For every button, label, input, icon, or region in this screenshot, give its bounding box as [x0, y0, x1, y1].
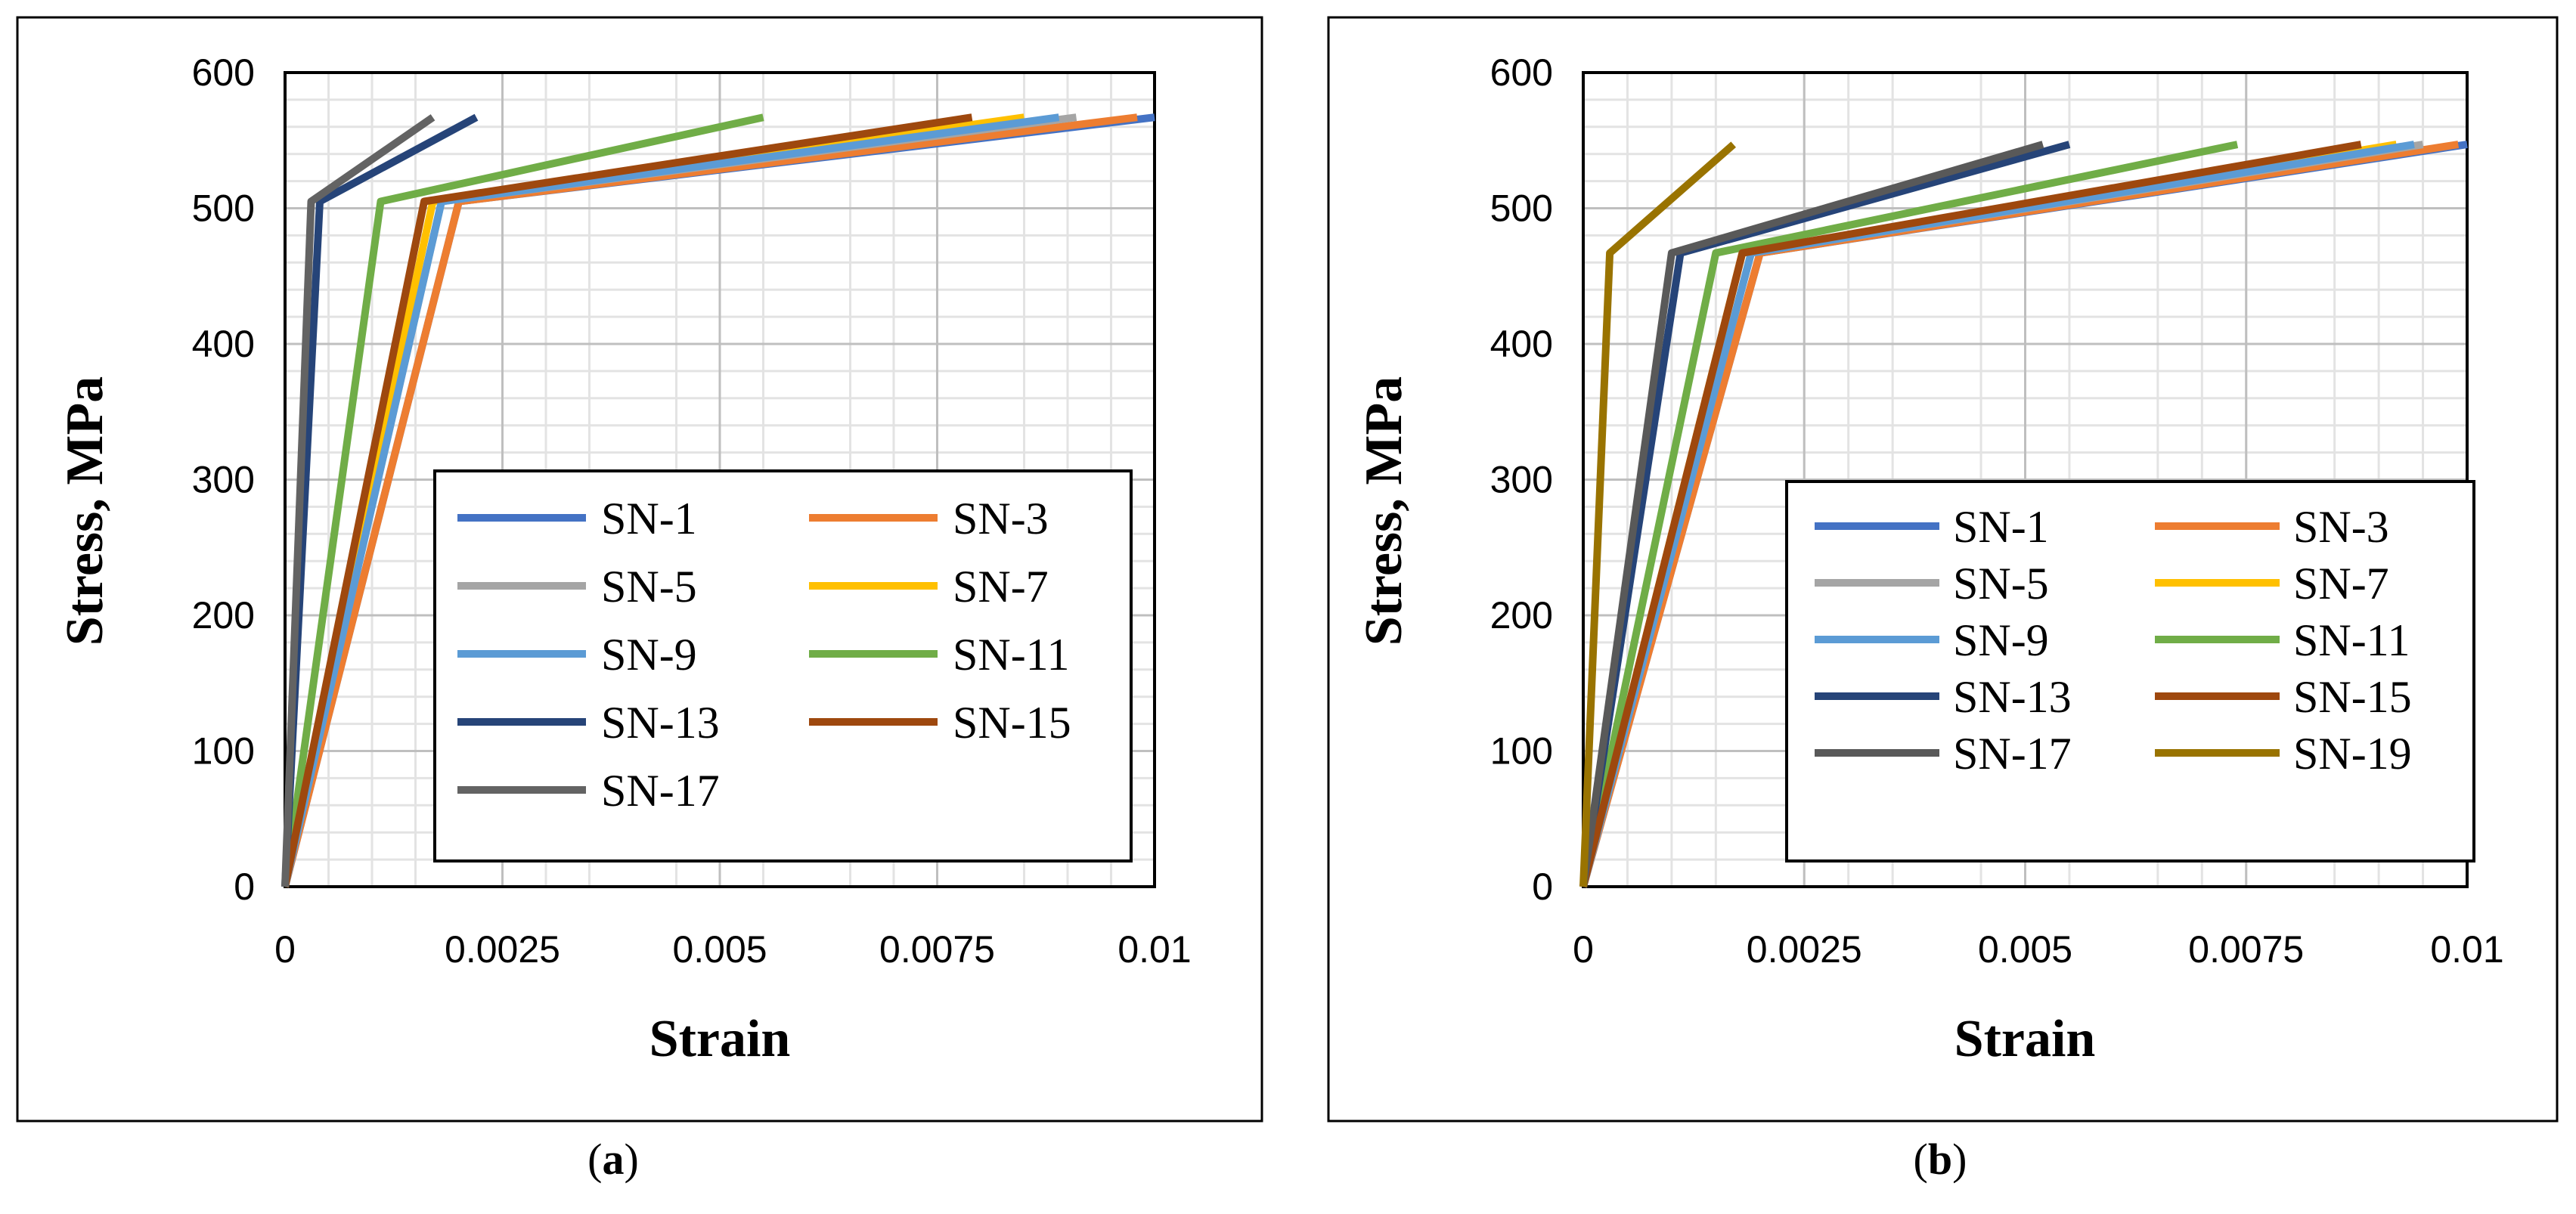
legend: SN-1 SN-3 SN-5 SN-7 SN-9 SN-11 SN-13 SN-15 SN-17…	[1785, 480, 2475, 862]
x-tick-label: 0	[1573, 928, 1594, 971]
series-line-sn-11	[281, 113, 764, 887]
y-tick-label: 200	[1490, 594, 1553, 636]
y-tick-label: 0	[1532, 866, 1553, 908]
y-tick-label: 100	[192, 730, 255, 773]
y-tick-label: 500	[1490, 187, 1553, 230]
caption-letter: b	[1928, 1135, 1952, 1184]
legend-label: SN-19	[2293, 729, 2412, 779]
series-lines	[281, 113, 1155, 888]
panel-caption: (b)	[1914, 1135, 1967, 1184]
legend-label: SN-1	[601, 494, 697, 544]
y-axis-title: Stress, MPa	[56, 376, 114, 646]
x-tick-label: 0.0075	[879, 928, 995, 971]
chart-panel-b: 0 0.0025 0.005 0.0075 0.01 0 100 200 300 400 500 60…	[1327, 16, 2559, 1184]
series-line-sn-15	[281, 113, 973, 887]
legend-label: SN-5	[1953, 559, 2049, 609]
legend-label: SN-13	[1953, 672, 2072, 722]
x-tick-label: 0.0025	[1747, 928, 1862, 971]
y-tick-label: 300	[192, 459, 255, 501]
x-axis-title: Strain	[1954, 1010, 2096, 1068]
y-tick-label: 400	[1490, 323, 1553, 365]
legend-label: SN-15	[2293, 672, 2412, 722]
legend: SN-1 SN-3 SN-5 SN-7 SN-9 SN-11 SN-13 SN-15 SN-17	[433, 469, 1133, 862]
y-axis-title: Stress, MPa	[1355, 376, 1413, 646]
x-tick-label: 0.0025	[445, 928, 560, 971]
y-tick-label: 200	[192, 594, 255, 636]
legend-box	[1785, 480, 2475, 862]
plot-area-border	[1582, 71, 2469, 888]
panel-caption: (a)	[587, 1135, 639, 1184]
caption-paren-open: (	[587, 1135, 602, 1184]
series-line-sn-11	[1579, 141, 2239, 888]
series-lines	[1579, 141, 2468, 888]
caption-paren-close: )	[1952, 1135, 1967, 1184]
caption-letter: a	[603, 1135, 625, 1184]
series-line-sn-15	[1579, 141, 2362, 888]
series-line-sn-19	[1579, 141, 1736, 887]
legend-label: SN-3	[2293, 502, 2389, 552]
legend-label: SN-17	[601, 766, 720, 816]
series-line-sn-17	[1579, 141, 2044, 887]
series-line-sn-17	[281, 114, 436, 887]
x-tick-label: 0.005	[672, 928, 767, 971]
x-axis-title: Strain	[649, 1010, 791, 1068]
legend-label: SN-1	[1953, 502, 2049, 552]
legend-label: SN-5	[601, 562, 697, 612]
legend-label: SN-9	[1953, 615, 2049, 665]
x-tick-label: 0.01	[1118, 928, 1191, 971]
legend-label: SN-7	[953, 562, 1049, 612]
x-tick-label: 0.005	[1978, 928, 2072, 971]
y-tick-label: 400	[192, 323, 255, 365]
chart-panel-a: 0 0.0025 0.005 0.0075 0.01 0 100 200 300 400 500 60…	[16, 16, 1263, 1184]
y-tick-label: 300	[1490, 459, 1553, 501]
legend-label: SN-11	[2293, 615, 2410, 665]
legend-label: SN-17	[1953, 729, 2072, 779]
y-tick-label: 500	[192, 187, 255, 230]
caption-paren-open: (	[1914, 1135, 1928, 1184]
x-tick-label: 0.01	[2430, 928, 2503, 971]
legend-label: SN-15	[953, 698, 1071, 748]
legend-label: SN-11	[953, 630, 1069, 680]
y-tick-label: 600	[1490, 51, 1553, 94]
caption-paren-close: )	[625, 1135, 639, 1184]
legend-label: SN-7	[2293, 559, 2389, 609]
plot-area-border	[284, 71, 1156, 888]
y-tick-label: 100	[1490, 730, 1553, 773]
legend-label: SN-9	[601, 630, 697, 680]
legend-label: SN-13	[601, 698, 720, 748]
x-tick-label: 0.0075	[2188, 928, 2304, 971]
legend-box	[433, 469, 1133, 862]
legend-label: SN-3	[953, 494, 1049, 544]
x-tick-label: 0	[274, 928, 296, 971]
y-tick-label: 600	[192, 51, 255, 94]
y-tick-label: 0	[234, 866, 255, 908]
